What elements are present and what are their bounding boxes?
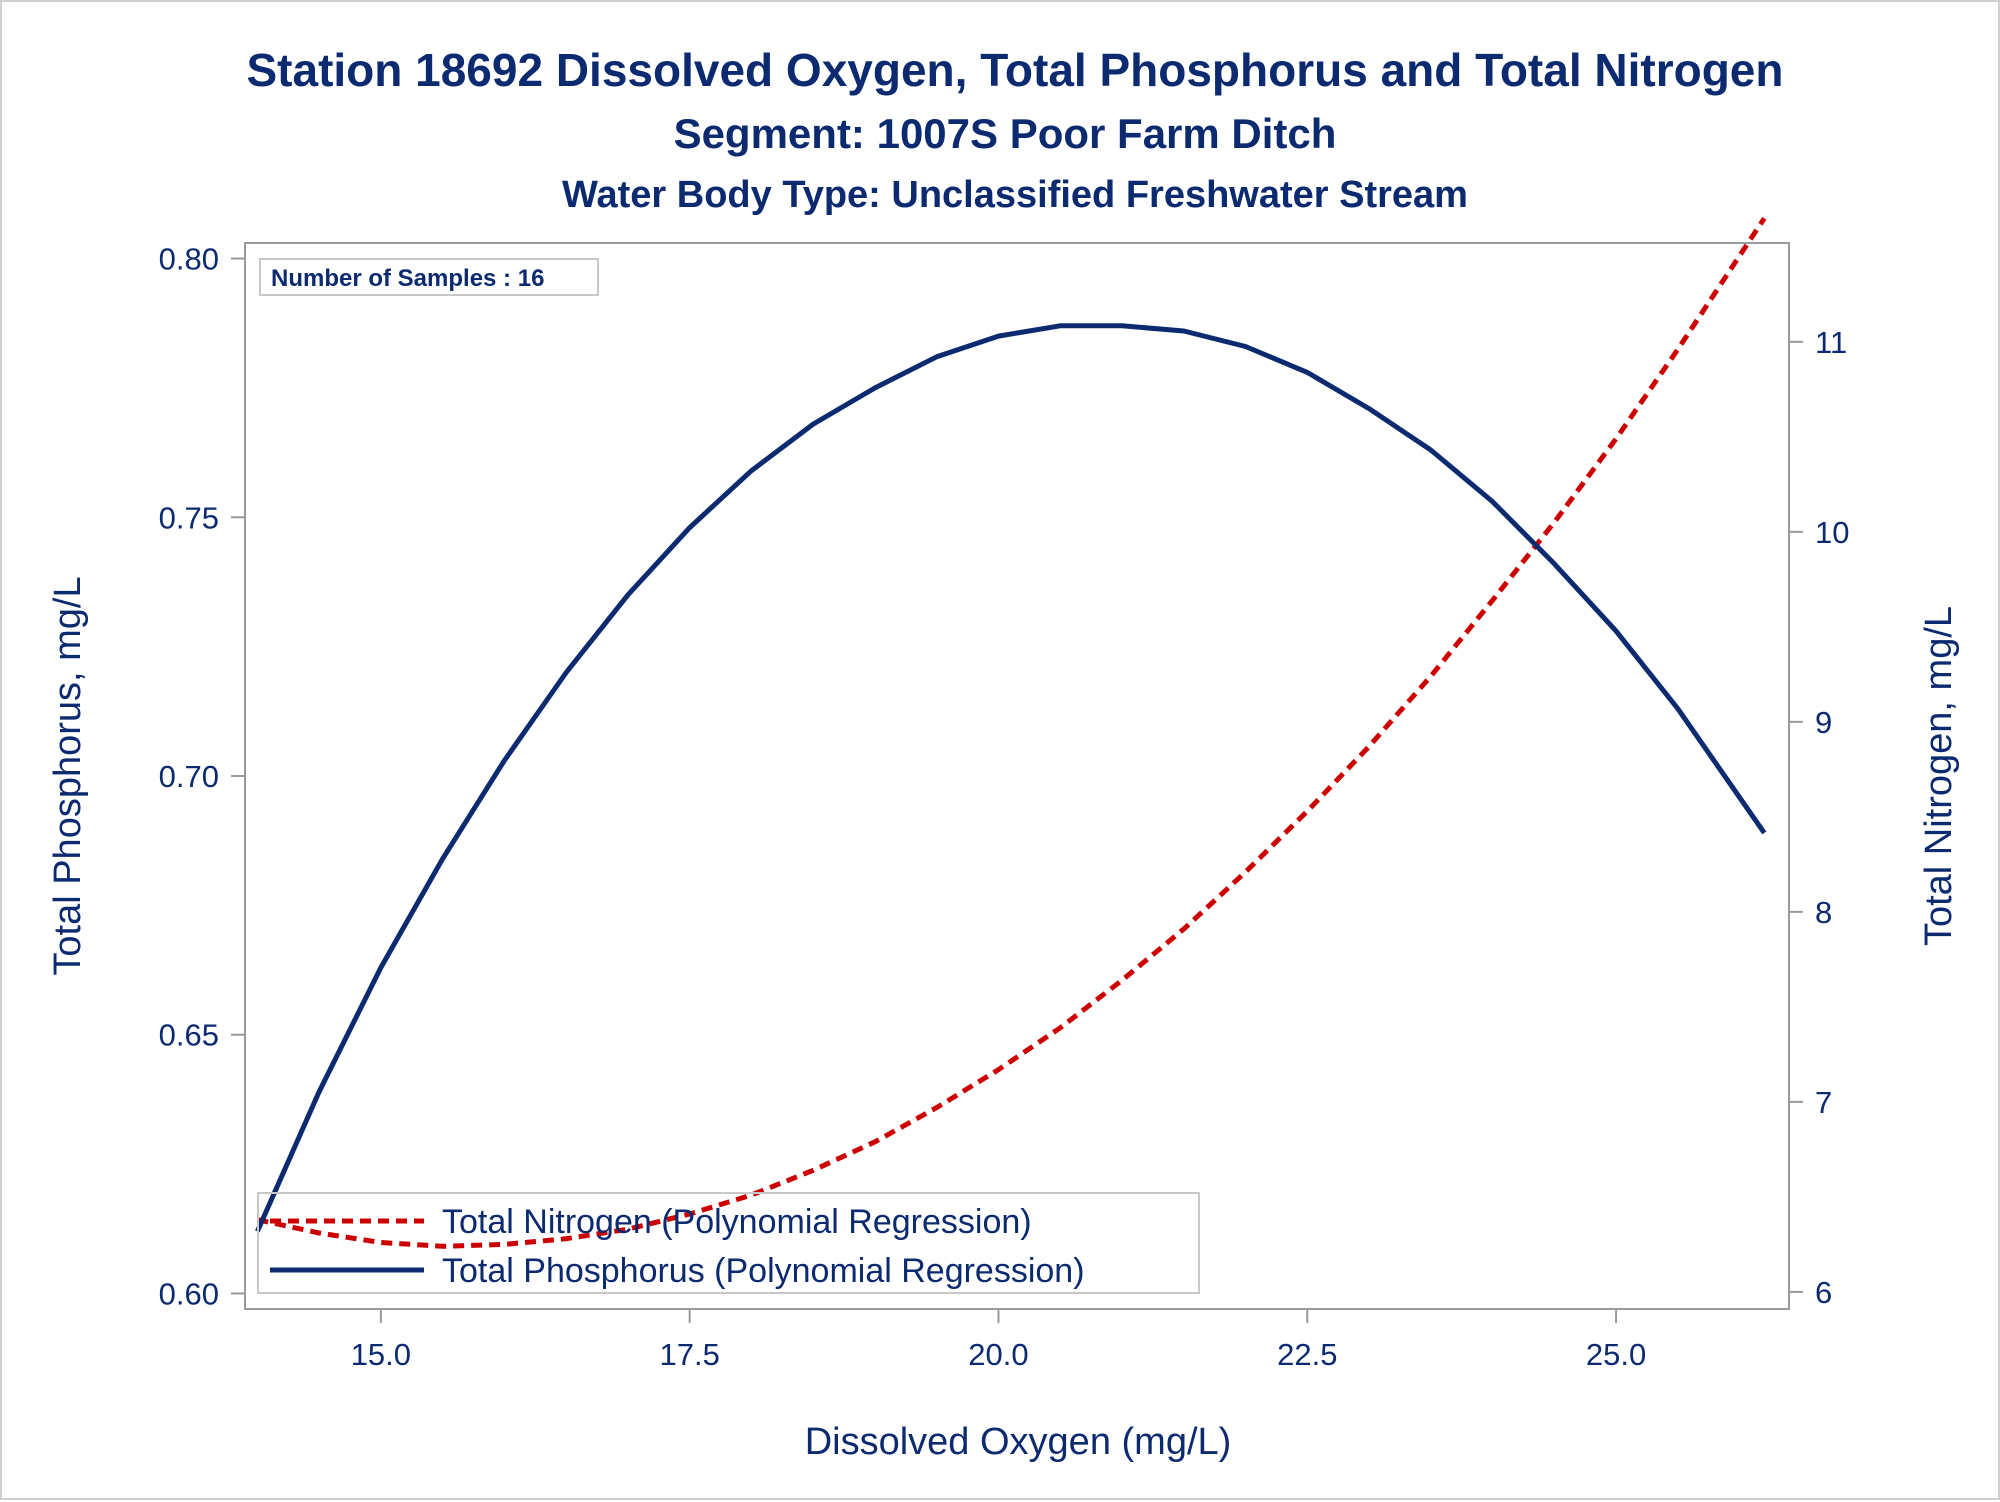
annotation-box: [259, 258, 599, 296]
x-tick-label: 22.5: [1277, 1337, 1337, 1372]
y-tick-label: 0.60: [159, 1276, 219, 1311]
sample-count-annotation: Number of Samples : 16: [259, 258, 599, 296]
y-tick-label: 0.75: [159, 500, 219, 535]
legend-box: [257, 1192, 1200, 1294]
plot-area: [244, 242, 1790, 1310]
x-axis-label: Dissolved Oxygen (mg/L): [805, 1421, 1232, 1463]
y2-tick-label: 10: [1815, 515, 1849, 550]
y2-tick-label: 9: [1815, 705, 1832, 740]
x-tick-label: 20.0: [968, 1337, 1028, 1372]
chart-title: Station 18692 Dissolved Oxygen, Total Ph…: [246, 44, 1783, 96]
series-layer: [255, 216, 1767, 1249]
y-tick-label: 0.70: [159, 759, 219, 794]
x-axis-ticks: 15.0 17.5 20.0 22.5 25.0: [351, 1309, 1646, 1372]
y2-axis-label: Total Nitrogen, mg/L: [1918, 606, 1960, 946]
y2-tick-label: 8: [1815, 895, 1832, 930]
y2-tick-label: 6: [1815, 1275, 1832, 1310]
y2-axis-ticks: 6 7 8 9 10 11: [1789, 325, 1849, 1310]
y-axis-ticks: 0.60 0.65 0.70 0.75 0.80: [159, 242, 245, 1311]
legend-label-phosphorus: Total Phosphorus (Polynomial Regression): [442, 1252, 1085, 1290]
legend: Total Nitrogen (Polynomial Regression) T…: [257, 1192, 1200, 1294]
y2-tick-label: 11: [1815, 325, 1847, 360]
y-axis-label: Total Phosphorus, mg/L: [47, 576, 89, 975]
x-tick-label: 25.0: [1586, 1337, 1646, 1372]
chart-subtitle: Segment: 1007S Poor Farm Ditch: [674, 110, 1337, 157]
chart-subtitle-2: Water Body Type: Unclassified Freshwater…: [562, 174, 1468, 216]
x-tick-label: 17.5: [660, 1337, 720, 1372]
series-line-phosphorus: [255, 323, 1767, 1233]
x-tick-label: 15.0: [351, 1337, 411, 1372]
series-line-nitrogen: [256, 216, 1767, 1249]
legend-label-nitrogen: Total Nitrogen (Polynomial Regression): [442, 1203, 1032, 1241]
annotation-text: Number of Samples : 16: [271, 265, 544, 292]
y-tick-label: 0.80: [159, 242, 219, 277]
y2-tick-label: 7: [1815, 1085, 1832, 1120]
y-tick-label: 0.65: [159, 1018, 219, 1053]
